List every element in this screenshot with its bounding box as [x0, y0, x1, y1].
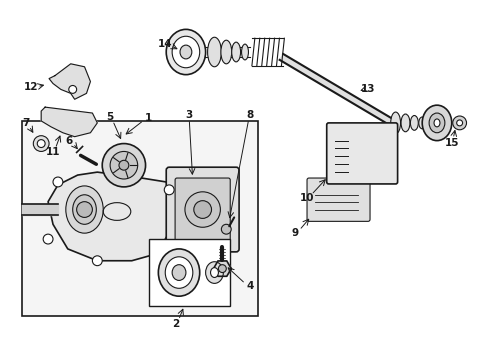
Circle shape — [185, 192, 220, 227]
Circle shape — [110, 152, 138, 179]
Text: 4: 4 — [246, 281, 254, 291]
Bar — [149, 239, 230, 306]
Ellipse shape — [66, 186, 103, 233]
Circle shape — [53, 177, 63, 187]
Polygon shape — [48, 172, 176, 261]
Circle shape — [43, 234, 53, 244]
Ellipse shape — [411, 116, 418, 130]
Ellipse shape — [165, 257, 193, 288]
Circle shape — [453, 116, 466, 130]
Text: 3: 3 — [185, 110, 193, 120]
Ellipse shape — [242, 44, 248, 60]
Text: 10: 10 — [300, 193, 314, 203]
Circle shape — [93, 256, 102, 266]
Ellipse shape — [172, 265, 186, 280]
Text: 13: 13 — [361, 84, 375, 94]
Ellipse shape — [211, 267, 219, 278]
Text: 5: 5 — [106, 112, 114, 122]
Polygon shape — [214, 261, 231, 276]
Ellipse shape — [158, 249, 200, 296]
Circle shape — [119, 160, 129, 170]
FancyBboxPatch shape — [166, 167, 239, 252]
Circle shape — [457, 120, 463, 126]
Circle shape — [194, 201, 212, 219]
Bar — [22, 121, 258, 316]
Ellipse shape — [434, 119, 440, 127]
Circle shape — [102, 144, 146, 187]
Text: 15: 15 — [444, 138, 459, 148]
Circle shape — [156, 242, 166, 252]
Ellipse shape — [419, 117, 426, 129]
Text: 14: 14 — [158, 39, 172, 49]
Polygon shape — [49, 64, 91, 99]
Ellipse shape — [429, 113, 445, 133]
Ellipse shape — [206, 262, 223, 283]
Ellipse shape — [422, 105, 452, 141]
Text: 9: 9 — [292, 228, 299, 238]
Polygon shape — [41, 107, 98, 137]
Circle shape — [219, 265, 226, 273]
FancyBboxPatch shape — [307, 178, 370, 221]
Ellipse shape — [221, 40, 232, 64]
Ellipse shape — [166, 30, 206, 75]
Circle shape — [69, 85, 76, 93]
FancyBboxPatch shape — [327, 123, 397, 184]
Text: 1: 1 — [145, 113, 152, 123]
Circle shape — [221, 224, 231, 234]
Ellipse shape — [401, 114, 410, 132]
Ellipse shape — [180, 45, 192, 59]
Ellipse shape — [391, 112, 400, 134]
FancyBboxPatch shape — [175, 178, 230, 241]
Text: 7: 7 — [22, 118, 29, 128]
Ellipse shape — [208, 37, 221, 67]
Ellipse shape — [232, 42, 241, 62]
Circle shape — [76, 202, 93, 217]
Circle shape — [164, 185, 174, 195]
Text: 2: 2 — [172, 319, 180, 329]
Circle shape — [37, 140, 45, 148]
Ellipse shape — [73, 195, 97, 224]
Text: 6: 6 — [65, 136, 73, 145]
Circle shape — [33, 136, 49, 152]
Polygon shape — [280, 54, 394, 126]
Text: 12: 12 — [24, 82, 39, 93]
Ellipse shape — [172, 36, 200, 68]
Text: 8: 8 — [246, 110, 253, 120]
Text: 11: 11 — [46, 148, 60, 157]
